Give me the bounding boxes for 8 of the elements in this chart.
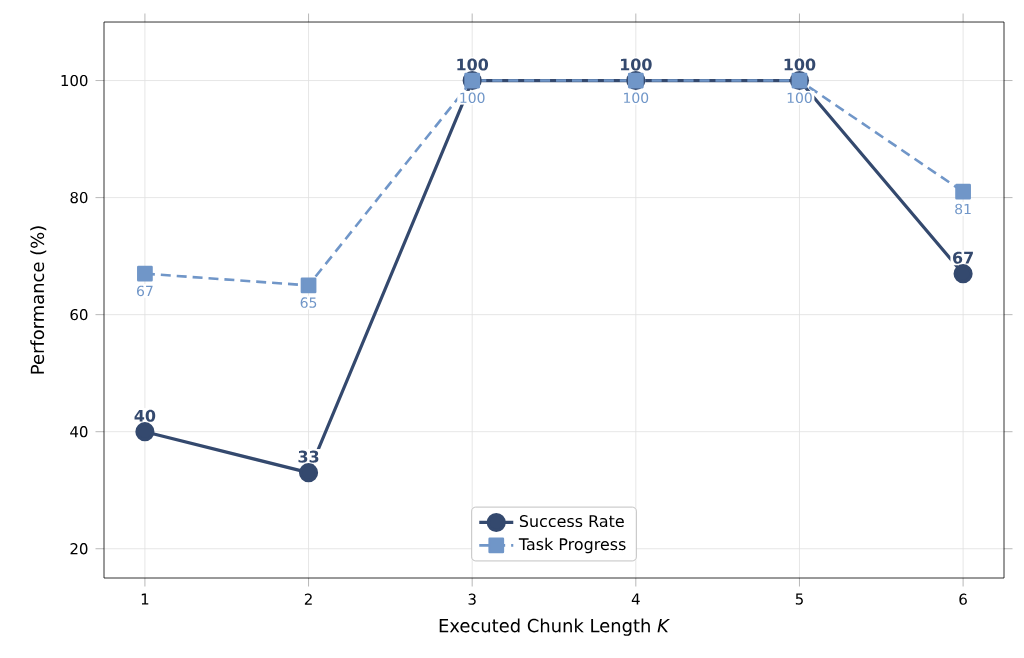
point — [298, 463, 319, 483]
point — [135, 422, 155, 442]
x-axis-title: Executed Chunk Length K — [439, 618, 671, 636]
point — [953, 264, 973, 284]
point — [955, 183, 971, 200]
point — [137, 265, 153, 282]
point — [300, 277, 317, 294]
y-axis-title: Performance (%) — [30, 226, 47, 374]
